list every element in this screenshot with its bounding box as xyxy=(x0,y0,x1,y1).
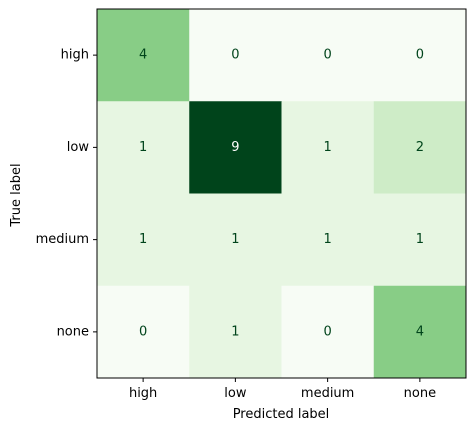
cell-value-low-none: 2 xyxy=(416,140,424,155)
plot-frame xyxy=(96,8,467,379)
heatmap-cells xyxy=(97,9,467,379)
cell-value-high-high: 4 xyxy=(139,48,147,63)
heatmap-cell-none-none xyxy=(373,285,467,379)
x-tick-label-medium: medium xyxy=(301,386,354,401)
cell-value-low-high: 1 xyxy=(139,140,147,155)
x-tick-label-none: none xyxy=(404,386,436,401)
x-tick-label-low: low xyxy=(224,386,247,401)
cell-value-none-none: 4 xyxy=(416,324,424,339)
heatmap-cell-low-low xyxy=(189,101,282,194)
heatmap-cell-medium-medium xyxy=(281,193,375,287)
cell-value-none-high: 0 xyxy=(139,324,147,339)
cell-value-medium-high: 1 xyxy=(139,232,147,247)
heatmap-cell-high-low xyxy=(189,9,282,102)
cell-value-high-low: 0 xyxy=(231,48,239,63)
heatmap-cell-none-high xyxy=(97,285,190,379)
y-axis-label: True label xyxy=(9,163,24,227)
heatmap-cell-low-medium xyxy=(281,101,375,194)
y-tick-label-none: none xyxy=(57,324,89,339)
heatmap-cell-high-high xyxy=(97,9,190,102)
y-tick-label-medium: medium xyxy=(36,232,89,247)
y-tick-label-high: high xyxy=(61,48,89,63)
heatmap-cell-high-medium xyxy=(281,9,375,102)
heatmap-cell-none-medium xyxy=(281,285,375,379)
heatmap-cell-low-high xyxy=(97,101,190,194)
cell-value-medium-none: 1 xyxy=(416,232,424,247)
cell-value-high-none: 0 xyxy=(416,48,424,63)
x-axis-label: Predicted label xyxy=(233,407,330,422)
heatmap-cell-high-none xyxy=(373,9,467,102)
cell-value-low-medium: 1 xyxy=(323,140,331,155)
heatmap-cell-medium-high xyxy=(97,193,190,287)
cell-value-high-medium: 0 xyxy=(323,48,331,63)
heatmap-cell-low-none xyxy=(373,101,467,194)
cell-value-medium-low: 1 xyxy=(231,232,239,247)
heatmap-cell-medium-none xyxy=(373,193,467,287)
y-tick-label-low: low xyxy=(67,140,90,155)
heatmap-cell-labels: 4 0 0 0 1 9 1 2 1 1 1 1 0 1 0 4 xyxy=(139,48,424,340)
cell-value-low-low: 9 xyxy=(231,140,239,155)
heatmap-cell-medium-low xyxy=(189,193,282,287)
cell-value-none-low: 1 xyxy=(231,324,239,339)
cell-value-medium-medium: 1 xyxy=(323,232,331,247)
cell-value-none-medium: 0 xyxy=(323,324,331,339)
x-tick-label-high: high xyxy=(129,386,157,401)
heatmap-cell-none-low xyxy=(189,285,282,379)
y-axis-ticks: high low medium none xyxy=(36,48,97,339)
x-axis-ticks: high low medium none xyxy=(129,378,436,401)
